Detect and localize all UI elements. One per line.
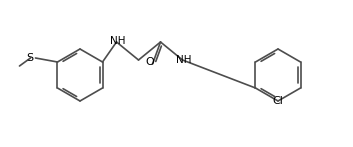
Text: S: S: [26, 53, 34, 63]
Text: O: O: [145, 57, 154, 67]
Text: Cl: Cl: [273, 96, 283, 106]
Text: NH: NH: [176, 55, 191, 65]
Text: NH: NH: [110, 36, 125, 46]
